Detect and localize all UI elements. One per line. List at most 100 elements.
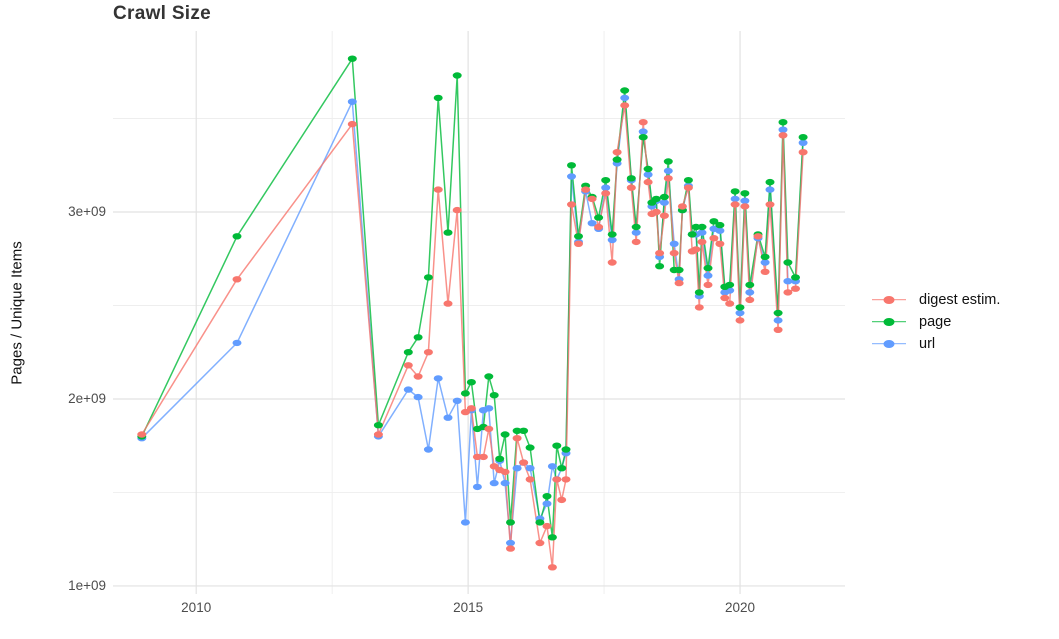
data-point-page — [612, 156, 622, 163]
data-point-digestestim — [798, 149, 808, 156]
data-point-digestestim — [574, 240, 583, 247]
data-point-digestestim — [460, 408, 470, 416]
data-point-digestestim — [567, 201, 576, 208]
data-point-digestestim — [740, 203, 750, 210]
data-point-url — [765, 186, 775, 193]
legend-point-swatch — [883, 339, 895, 348]
data-point-page — [735, 304, 745, 311]
data-point-digestestim — [466, 405, 476, 412]
data-point-digestestim — [519, 459, 529, 466]
data-point-page — [697, 223, 707, 231]
data-point-digestestim — [587, 195, 597, 203]
data-point-page — [631, 223, 641, 231]
data-point-digestestim — [512, 435, 522, 442]
data-point-digestestim — [506, 545, 515, 552]
data-point-url — [659, 199, 669, 206]
data-point-page — [703, 264, 713, 272]
data-point-url — [433, 375, 443, 382]
data-point-page — [715, 221, 725, 229]
data-point-url — [512, 465, 522, 472]
data-point-url — [607, 236, 617, 244]
data-point-digestestim — [697, 238, 707, 246]
legend-label: page — [919, 313, 952, 330]
data-point-page — [730, 188, 740, 195]
data-point-page — [709, 218, 719, 225]
data-point-page — [687, 231, 697, 238]
data-point-page — [725, 281, 735, 289]
data-point-digestestim — [232, 276, 242, 283]
legend-point-swatch — [883, 295, 895, 304]
data-point-digestestim — [720, 294, 730, 302]
y-tick-label: 2e+09 — [68, 390, 106, 406]
data-point-digestestim — [735, 317, 745, 324]
data-point-page — [760, 253, 770, 261]
data-point-digestestim — [709, 235, 719, 242]
data-point-digestestim — [601, 190, 611, 197]
data-point-digestestim — [765, 201, 775, 208]
data-point-page — [506, 519, 515, 526]
data-point-page — [413, 334, 423, 341]
data-point-page — [798, 134, 808, 141]
data-point-url — [587, 220, 597, 227]
x-tick-label: 2015 — [453, 600, 484, 615]
data-point-url — [542, 500, 552, 507]
data-point-url — [506, 539, 515, 547]
data-point-digestestim — [691, 246, 701, 253]
data-point-digestestim — [683, 184, 693, 191]
data-point-digestestim — [773, 326, 783, 333]
data-point-page — [512, 427, 522, 434]
data-point-url — [745, 289, 755, 296]
data-point-digestestim — [607, 259, 617, 266]
data-point-digestestim — [760, 268, 770, 275]
data-point-page — [663, 158, 673, 165]
data-point-page — [484, 373, 494, 380]
data-point-digestestim — [663, 175, 673, 182]
data-point-page — [740, 190, 750, 197]
data-point-page — [519, 427, 529, 434]
data-point-url — [703, 272, 713, 279]
data-point-digestestim — [694, 304, 704, 311]
data-point-digestestim — [594, 223, 604, 231]
data-point-digestestim — [791, 285, 800, 292]
legend-key-digest — [872, 292, 906, 307]
data-point-digestestim — [730, 201, 740, 208]
data-point-page — [535, 519, 545, 526]
data-point-digestestim — [535, 539, 545, 547]
data-point-digestestim — [403, 362, 413, 369]
data-point-digestestim — [643, 178, 653, 186]
data-point-digestestim — [725, 300, 735, 307]
data-point-page — [433, 94, 443, 102]
data-point-page — [452, 72, 462, 79]
data-point-url — [443, 414, 453, 421]
data-point-digestestim — [525, 476, 535, 483]
data-point-url — [620, 94, 630, 102]
data-point-digestestim — [715, 240, 725, 247]
x-tick-label: 2020 — [725, 600, 756, 615]
data-point-digestestim — [552, 476, 562, 483]
data-point-digestestim — [423, 349, 433, 356]
legend-point-swatch — [883, 317, 895, 326]
data-point-page — [525, 444, 535, 451]
data-point-digestestim — [547, 564, 557, 571]
data-point-digestestim — [561, 476, 571, 483]
data-point-digestestim — [677, 203, 687, 210]
data-point-url — [643, 171, 653, 178]
data-point-url — [460, 519, 470, 526]
data-point-page — [547, 534, 557, 541]
data-point-page — [765, 178, 775, 186]
series-line-url — [141, 97, 804, 544]
data-point-page — [651, 195, 661, 203]
data-point-page — [601, 177, 611, 184]
data-point-digestestim — [659, 212, 669, 219]
data-point-url — [730, 195, 740, 203]
data-point-digestestim — [373, 431, 383, 438]
legend-item-digest: digest estim. — [872, 292, 1000, 308]
legend-label: url — [919, 335, 936, 352]
data-point-page — [638, 134, 648, 141]
data-point-page — [466, 379, 476, 386]
data-point-page — [791, 274, 800, 281]
data-point-url — [472, 483, 482, 491]
data-point-url — [773, 317, 783, 324]
data-point-digestestim — [484, 425, 494, 433]
data-point-url — [403, 386, 413, 393]
